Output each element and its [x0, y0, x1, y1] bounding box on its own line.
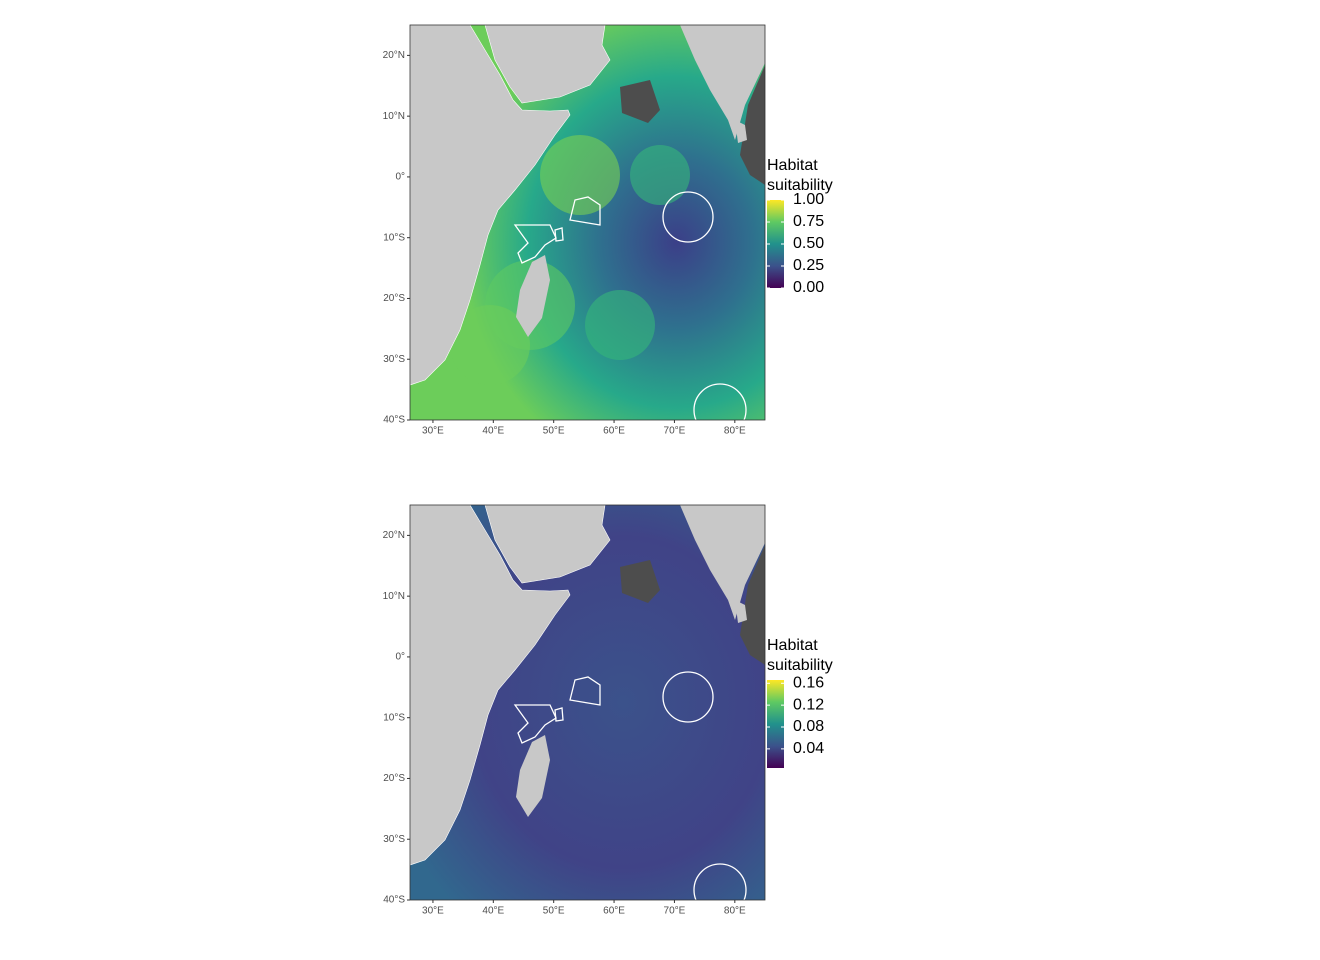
- legend-label: 0.16: [793, 674, 824, 691]
- land: [410, 505, 571, 866]
- land: [410, 25, 571, 386]
- panel-border: [409, 24, 766, 421]
- suitability-patch: [585, 290, 655, 360]
- x-tick-label: 80°E: [724, 426, 746, 437]
- protected-area: [513, 704, 557, 744]
- y-tick-label: 0°: [395, 652, 405, 663]
- land: [516, 735, 550, 817]
- y-tick-label: 20°N: [383, 50, 405, 61]
- y-tick-label: 10°N: [383, 591, 405, 602]
- legend-label: 0.25: [793, 257, 824, 274]
- y-tick-label: 20°N: [383, 530, 405, 541]
- y-tick-label: 40°S: [383, 415, 405, 426]
- land: [484, 25, 611, 104]
- legend-title: Habitat: [767, 157, 818, 174]
- y-tick-label: 10°N: [383, 111, 405, 122]
- x-tick-label: 70°E: [664, 426, 686, 437]
- y-tick-label: 20°S: [383, 293, 405, 304]
- map-panel: [410, 505, 765, 900]
- colorbar: [767, 200, 784, 288]
- x-tick-label: 40°E: [482, 906, 504, 917]
- map-panel: [410, 25, 765, 420]
- protected-area: [693, 383, 747, 420]
- legend-title: Habitat: [767, 637, 818, 654]
- land: [484, 505, 611, 584]
- suitability-patch: [450, 305, 530, 385]
- protected-area: [693, 863, 747, 900]
- colorbar: [767, 680, 784, 768]
- protected-area: [554, 707, 564, 722]
- legend-label: 0.08: [793, 718, 824, 735]
- y-tick-label: 30°S: [383, 354, 405, 365]
- x-tick-label: 60°E: [603, 426, 625, 437]
- legend-label: 0.50: [793, 235, 824, 252]
- land: [516, 255, 550, 337]
- protected-area: [662, 671, 714, 723]
- legend-title: suitability: [767, 177, 833, 194]
- masked-area: [740, 545, 765, 665]
- panel-border: [409, 504, 766, 901]
- legend-label: 1.00: [793, 191, 824, 208]
- y-tick-label: 10°S: [383, 232, 405, 243]
- suitability-patch: [630, 145, 690, 205]
- land: [735, 120, 747, 143]
- land: [735, 600, 747, 623]
- x-tick-label: 50°E: [543, 426, 565, 437]
- y-tick-label: 40°S: [383, 895, 405, 906]
- y-tick-label: 10°S: [383, 712, 405, 723]
- masked-area: [620, 80, 660, 123]
- x-tick-label: 60°E: [603, 906, 625, 917]
- x-tick-label: 80°E: [724, 906, 746, 917]
- masked-area: [740, 65, 765, 185]
- legend-label: 0.00: [793, 279, 824, 296]
- land: [680, 25, 765, 140]
- legend-label: 0.04: [793, 740, 824, 757]
- y-tick-label: 0°: [395, 172, 405, 183]
- legend-label: 0.75: [793, 213, 824, 230]
- x-tick-label: 30°E: [422, 426, 444, 437]
- x-tick-label: 50°E: [543, 906, 565, 917]
- protected-area: [554, 227, 564, 242]
- y-tick-label: 30°S: [383, 834, 405, 845]
- y-tick-label: 20°S: [383, 773, 405, 784]
- land: [680, 505, 765, 620]
- x-tick-label: 70°E: [664, 906, 686, 917]
- protected-area: [569, 196, 601, 226]
- masked-area: [620, 560, 660, 603]
- protected-area: [569, 676, 601, 706]
- x-tick-label: 40°E: [482, 426, 504, 437]
- legend-title: suitability: [767, 657, 833, 674]
- x-tick-label: 30°E: [422, 906, 444, 917]
- legend-label: 0.12: [793, 696, 824, 713]
- protected-area: [513, 224, 557, 264]
- protected-area: [662, 191, 714, 243]
- suitability-patch: [540, 135, 620, 215]
